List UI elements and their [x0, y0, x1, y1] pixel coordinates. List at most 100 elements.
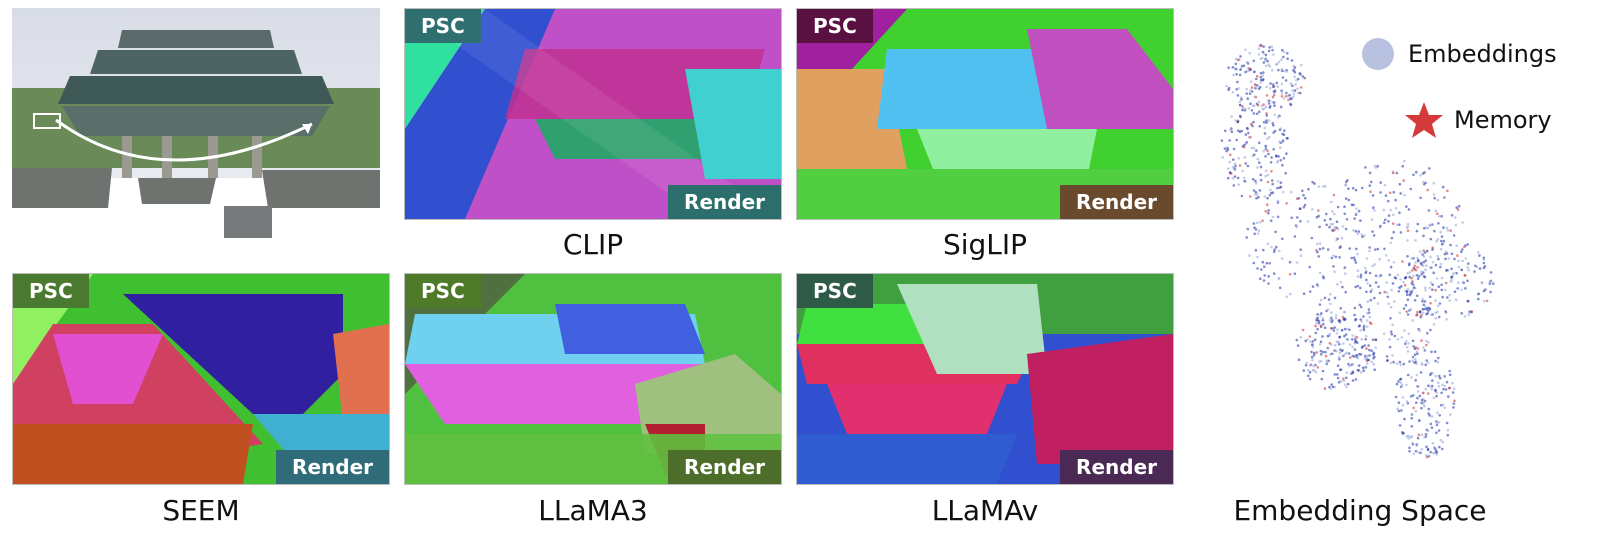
embedding-point [1432, 451, 1435, 455]
embedding-point [1482, 266, 1486, 270]
embedding-point [1336, 328, 1339, 331]
embedding-point [1411, 283, 1415, 286]
embedding-point [1444, 310, 1447, 313]
embedding-point [1464, 257, 1468, 260]
embedding-point [1288, 260, 1292, 264]
embedding-point [1279, 181, 1283, 184]
embedding-point [1313, 338, 1317, 342]
memory-point [1342, 377, 1345, 381]
embedding-point [1430, 313, 1433, 317]
embedding-point [1245, 87, 1248, 91]
embedding-point [1426, 447, 1430, 451]
embedding-point [1373, 164, 1377, 168]
caption-siglip: SigLIP [942, 228, 1028, 261]
embedding-point [1323, 326, 1327, 330]
embedding-point [1399, 278, 1402, 281]
embedding-point [1248, 68, 1252, 71]
embedding-point [1418, 394, 1422, 398]
embedding-point [1440, 391, 1443, 395]
embedding-point [1360, 305, 1363, 309]
memory-point [1449, 229, 1452, 232]
embedding-point [1330, 320, 1333, 324]
embedding-point [1370, 360, 1373, 364]
embedding-point [1460, 288, 1463, 292]
memory-point [1410, 276, 1413, 280]
embedding-point [1444, 388, 1448, 391]
caption-llamav: LLaMAv [931, 494, 1039, 527]
embedding-point [1415, 401, 1418, 405]
embedding-point [1401, 383, 1404, 387]
embedding-point [1318, 247, 1322, 251]
embedding-point [1297, 196, 1301, 200]
embedding-point [1373, 355, 1376, 359]
embedding-point [1252, 146, 1256, 150]
embedding-point [1264, 105, 1268, 109]
embedding-point [1281, 139, 1285, 142]
embedding-point [1408, 309, 1411, 312]
embedding-point [1235, 138, 1238, 142]
embedding-point [1417, 385, 1420, 389]
embedding-point [1259, 173, 1262, 177]
embedding-point [1450, 267, 1453, 271]
embedding-point [1279, 127, 1283, 130]
embedding-point [1339, 280, 1343, 284]
embedding-point [1461, 248, 1464, 251]
embedding-point [1326, 334, 1330, 338]
embedding-point [1318, 225, 1321, 229]
embedding-point [1269, 188, 1272, 192]
embedding-point [1408, 360, 1411, 363]
embedding-point [1424, 268, 1427, 271]
embedding-point [1429, 281, 1433, 284]
embedding-point [1407, 208, 1411, 211]
embedding-point [1336, 283, 1339, 286]
embedding-point [1430, 426, 1434, 429]
embedding-point [1326, 248, 1330, 251]
embedding-point [1341, 225, 1345, 228]
embedding-point [1315, 318, 1318, 322]
embedding-point [1316, 327, 1319, 331]
embedding-point [1262, 279, 1266, 282]
embedding-point [1307, 374, 1310, 378]
embedding-point [1430, 387, 1434, 391]
embedding-point [1482, 299, 1486, 303]
embedding-point [1482, 261, 1486, 265]
embedding-point [1429, 255, 1432, 259]
embedding-point [1295, 225, 1299, 229]
embedding-point [1260, 268, 1263, 271]
embedding-point [1336, 373, 1339, 376]
memory-point [1287, 98, 1290, 102]
embedding-point [1267, 49, 1271, 53]
embedding-point [1278, 249, 1281, 253]
embedding-point [1431, 271, 1435, 274]
embedding-point [1416, 256, 1419, 260]
embedding-point [1365, 278, 1368, 282]
embedding-point [1271, 122, 1275, 125]
embedding-point [1437, 257, 1440, 261]
embedding-point [1337, 342, 1341, 346]
embedding-point [1290, 216, 1293, 220]
memory-point [1264, 210, 1267, 213]
memory-point [1315, 351, 1318, 354]
embedding-point [1239, 68, 1242, 72]
embedding-point [1395, 223, 1399, 227]
embedding-point [1442, 239, 1446, 243]
embedding-point [1252, 59, 1256, 63]
embedding-point [1347, 187, 1350, 190]
embedding-point [1259, 57, 1262, 61]
embedding-point [1252, 189, 1256, 192]
memory-point [1413, 264, 1417, 268]
embedding-point [1292, 92, 1296, 96]
embedding-point [1237, 156, 1240, 160]
embedding-point [1474, 264, 1477, 268]
embedding-point [1284, 79, 1288, 82]
embedding-point [1273, 104, 1276, 107]
embedding-point [1266, 59, 1269, 63]
embedding-point [1435, 431, 1438, 435]
embedding-point [1437, 429, 1441, 432]
embedding-point [1379, 191, 1382, 194]
embedding-point [1330, 256, 1334, 260]
embedding-point [1467, 262, 1470, 265]
embedding-point [1267, 119, 1271, 122]
embedding-point [1484, 288, 1487, 291]
embedding-point [1399, 192, 1402, 195]
